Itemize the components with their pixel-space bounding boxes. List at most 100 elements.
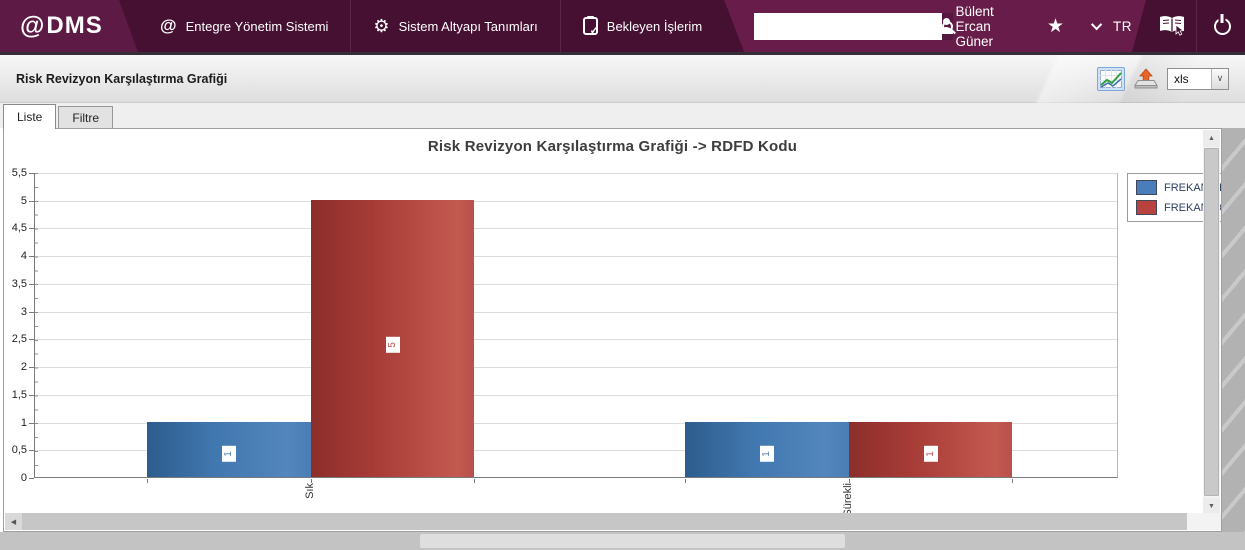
horizontal-scroll-thumb[interactable] [22,513,1187,530]
qdms-logo-text: DMS [46,12,103,39]
logout-button[interactable] [1199,17,1245,35]
y-axis-tick-label: 0,5 [11,444,27,456]
nav-item-bekleyen-islerim[interactable]: ✓ Bekleyen İşlerim [559,0,724,52]
open-book-icon [1160,16,1185,36]
gridline [35,423,1117,424]
chevron-down-icon [1090,18,1103,31]
qdms-circle-icon: @ [160,16,177,35]
x-axis-tick [685,479,686,483]
y-axis-tick-label: 1 [20,417,27,429]
x-axis-tick [474,479,475,483]
gridline [35,339,1117,340]
y-axis-tick-label: 0 [20,472,27,484]
page-title: Risk Revizyon Karşılaştırma Grafiği [16,71,228,86]
check-icon: ✓ [589,25,599,37]
y-axis-tick [29,201,34,202]
export-button[interactable] [1132,66,1160,92]
qdms-logo[interactable]: @ DMS [0,0,138,52]
bar-series2-sik[interactable]: 5 [311,200,474,477]
legend-swatch-red [1136,200,1157,215]
vertical-scroll-thumb[interactable] [1204,148,1219,496]
user-menu[interactable]: Bülent Ercan Güner [938,4,1017,49]
tab-strip-background [0,103,1245,128]
legend-swatch-blue [1136,180,1157,195]
y-axis-tick [29,395,34,396]
y-axis-tick-label: 2 [20,361,27,373]
y-axis-tick-label: 3 [20,306,27,318]
nav-menu: @ Entegre Yönetim Sistemi ⚙ Sistem Altya… [138,0,724,52]
chart-view-button[interactable] [1097,66,1125,91]
window-hscroll-thumb[interactable] [420,534,845,548]
scroll-left-button[interactable]: ◀ [5,513,22,530]
x-axis-tick [849,479,850,483]
language-selector[interactable]: TR [1090,18,1132,34]
export-up-arrow-icon [1134,67,1158,88]
horizontal-scrollbar[interactable]: ◀ [5,513,1221,530]
nav-item-label: Bekleyen İşlerim [606,18,703,34]
bar-series1-sik[interactable]: 1 [147,422,311,477]
chart-icon [1100,69,1122,88]
y-axis-tick [29,312,34,313]
gridline [35,312,1117,313]
tab-liste[interactable]: Liste [3,104,57,129]
scroll-up-button[interactable]: ▲ [1203,130,1220,147]
y-axis-tick [29,478,34,479]
window-bottom-strip [0,532,1245,550]
nav-right-section: Bülent Ercan Güner ★ TR [724,0,1245,52]
bar-series2-surekli[interactable]: 1 [849,422,1012,477]
bar-series1-surekli[interactable]: 1 [685,422,849,477]
y-axis-tick [29,339,34,340]
right-margin [1222,128,1245,532]
plot-area: 1 5 1 1 Sık Sürekli [34,173,1118,517]
export-format-value: xls [1174,71,1189,86]
qdms-q-icon: @ [20,11,45,40]
search-input[interactable] [754,12,943,40]
export-format-select[interactable]: xls ∨ [1167,67,1229,90]
select-caret-icon: ∨ [1211,68,1228,89]
clipboard-checklist-icon: ✓ [582,16,599,37]
nav-item-label: Sistem Altyapı Tanımları [398,18,538,34]
bar-value-label: 1 [222,446,236,462]
tab-strip: Liste Filtre [3,104,114,129]
user-icon [938,18,954,34]
gridline [35,201,1117,202]
chart-panel: Risk Revizyon Karşılaştırma Grafiği -> R… [3,128,1222,532]
help-manual-button[interactable] [1150,15,1194,37]
user-name: Bülent Ercan Güner [955,3,994,49]
y-axis-tick [29,228,34,229]
top-nav: @ DMS @ Entegre Yönetim Sistemi ⚙ Sistem… [0,0,1245,52]
y-axis-tick [29,284,34,285]
y-axis-tick-label: 1,5 [11,389,27,401]
nav-item-label: Entegre Yönetim Sistemi [185,18,329,34]
search-button[interactable] [939,12,956,40]
x-axis-tick [1012,479,1013,483]
y-axis-tick-label: 3,5 [11,278,27,290]
divider [1196,0,1197,52]
favorites-star-icon[interactable]: ★ [1046,15,1064,37]
toolbar: xls ∨ [1097,66,1245,92]
search-box [754,12,956,40]
nav-item-entegre-yonetim-sistemi[interactable]: @ Entegre Yönetim Sistemi [138,0,350,52]
tab-filtre[interactable]: Filtre [58,106,114,128]
y-axis-tick-label: 4,5 [11,222,27,234]
gridline [35,367,1117,368]
power-icon [1213,17,1231,35]
gridline [35,284,1117,285]
gridline [35,256,1117,257]
language-code: TR [1113,18,1132,34]
bar-value-label: 1 [760,446,774,462]
gridline [35,450,1117,451]
scroll-down-button[interactable]: ▼ [1203,498,1220,515]
x-axis-category-label: Sürekli [842,483,854,517]
nav-item-sistem-altyapi-tanimlari[interactable]: ⚙ Sistem Altyapı Tanımları [350,0,559,52]
y-axis-tick [29,367,34,368]
bar-value-label: 1 [923,446,938,462]
gridline [35,173,1117,174]
x-axis-tick [147,479,148,483]
vertical-scrollbar[interactable]: ▲ ▼ [1203,130,1220,515]
y-axis-minor-ticks [35,173,38,478]
y-axis-tick-label: 5 [20,195,27,207]
gridline [35,395,1117,396]
y-axis-tick [29,423,34,424]
